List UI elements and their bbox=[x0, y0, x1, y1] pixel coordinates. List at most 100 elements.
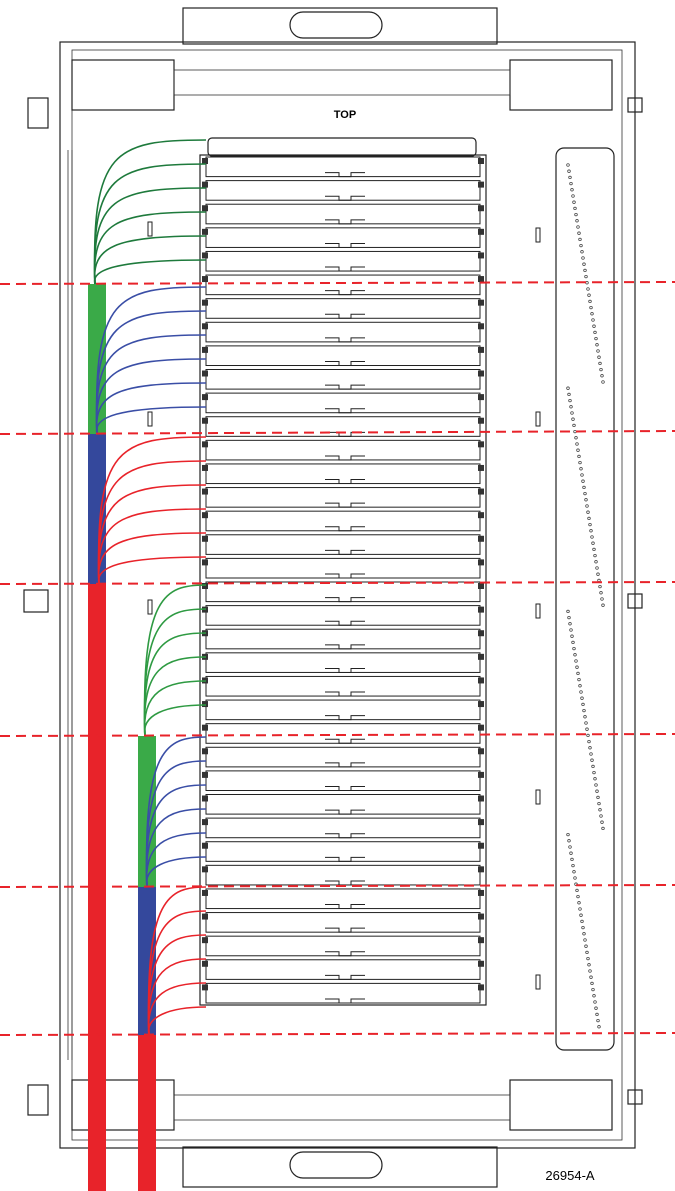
port bbox=[202, 158, 208, 164]
bar-hole bbox=[566, 609, 570, 614]
bar-hole bbox=[585, 504, 589, 508]
bar-hole bbox=[572, 870, 576, 874]
bar-hole bbox=[566, 832, 570, 837]
tray-tab bbox=[325, 172, 365, 178]
port bbox=[202, 299, 208, 306]
tray-tab bbox=[325, 219, 365, 225]
bar-hole bbox=[593, 553, 597, 558]
bar-hole bbox=[581, 925, 585, 930]
bar-hole bbox=[570, 411, 574, 415]
port bbox=[202, 866, 208, 873]
tray-tab bbox=[325, 337, 365, 343]
bar-hole bbox=[598, 808, 602, 812]
bar-hole bbox=[599, 367, 603, 372]
tray bbox=[205, 298, 481, 319]
section-line bbox=[0, 430, 675, 435]
bar-hole bbox=[575, 888, 579, 893]
bar-hole bbox=[571, 417, 575, 421]
cable-bundle bbox=[88, 284, 106, 434]
port bbox=[478, 299, 484, 306]
bar-hole bbox=[572, 423, 576, 428]
port bbox=[478, 158, 484, 164]
fiber bbox=[93, 163, 207, 285]
bar-hole bbox=[592, 994, 596, 998]
tray-tab bbox=[325, 809, 365, 815]
tray-tab bbox=[325, 715, 365, 721]
tray bbox=[205, 557, 481, 579]
port bbox=[202, 205, 208, 212]
bar-hole bbox=[588, 522, 592, 527]
tray-tab bbox=[325, 408, 365, 414]
bar-hole bbox=[594, 560, 598, 564]
bar-hole bbox=[567, 615, 571, 620]
port bbox=[202, 228, 208, 235]
ground-bar bbox=[555, 147, 615, 1051]
slot bbox=[535, 789, 541, 805]
tray-tab bbox=[325, 833, 365, 839]
port bbox=[478, 724, 484, 731]
bar-hole bbox=[601, 380, 605, 384]
bar-hole bbox=[589, 975, 593, 979]
bar-hole bbox=[588, 299, 592, 304]
port bbox=[478, 913, 484, 920]
tray-tab bbox=[325, 691, 365, 697]
tray bbox=[205, 510, 481, 532]
cabinet-frame bbox=[59, 41, 636, 1149]
bar-hole bbox=[583, 938, 587, 942]
tray-tab bbox=[325, 549, 365, 555]
section-line bbox=[0, 581, 675, 585]
bar-hole bbox=[580, 696, 584, 700]
port bbox=[478, 653, 484, 660]
tray bbox=[205, 156, 481, 178]
tray bbox=[205, 321, 481, 343]
corner-bracket bbox=[71, 59, 175, 111]
tray-tab bbox=[325, 998, 365, 1004]
port bbox=[478, 819, 484, 826]
bar-hole bbox=[568, 175, 572, 180]
bar-hole bbox=[582, 262, 586, 266]
tray-tab bbox=[325, 266, 365, 272]
port bbox=[478, 276, 484, 283]
bar-hole bbox=[566, 386, 570, 390]
port bbox=[202, 417, 208, 424]
slot bbox=[147, 599, 153, 615]
tray bbox=[205, 369, 481, 390]
port bbox=[202, 701, 208, 708]
tray bbox=[205, 912, 481, 933]
bar-hole bbox=[575, 219, 579, 223]
bottom-plate bbox=[182, 1146, 498, 1188]
tray bbox=[205, 392, 481, 414]
port bbox=[478, 228, 484, 235]
bar-hole bbox=[567, 169, 571, 173]
bar-hole bbox=[586, 510, 590, 514]
bar-hole bbox=[597, 355, 601, 359]
port bbox=[202, 960, 208, 967]
fiber bbox=[147, 982, 207, 1036]
bar-hole bbox=[579, 690, 583, 694]
bar-hole bbox=[568, 398, 572, 403]
tray bbox=[205, 770, 481, 792]
tray-tab bbox=[325, 738, 365, 744]
bar-hole bbox=[594, 783, 598, 787]
port bbox=[202, 889, 208, 896]
bar-hole bbox=[583, 268, 587, 273]
fiber bbox=[97, 532, 207, 585]
bar-hole bbox=[581, 702, 585, 707]
bar-hole bbox=[568, 622, 572, 626]
bar-hole bbox=[589, 752, 593, 756]
fiber bbox=[97, 508, 207, 585]
bar-hole bbox=[595, 566, 599, 570]
bar-hole bbox=[586, 287, 590, 291]
port bbox=[202, 512, 208, 519]
port bbox=[478, 960, 484, 967]
section-line bbox=[0, 733, 675, 737]
tray-tab bbox=[325, 620, 365, 626]
port bbox=[202, 984, 208, 991]
tray-tab bbox=[325, 290, 365, 296]
port bbox=[202, 583, 208, 589]
port bbox=[202, 464, 208, 471]
bar-hole bbox=[573, 876, 577, 880]
bar-hole bbox=[570, 857, 574, 862]
bar-hole bbox=[585, 727, 589, 731]
tray bbox=[205, 652, 481, 673]
